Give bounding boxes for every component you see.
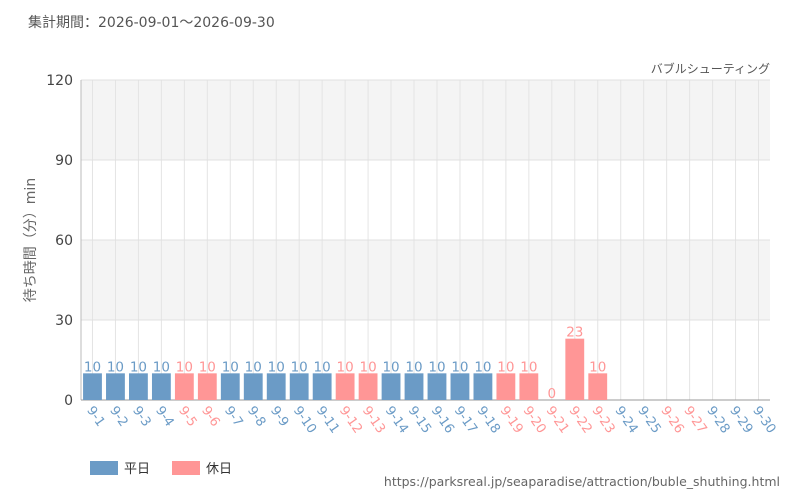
x-tick-label: 9-9 bbox=[267, 404, 291, 430]
bar bbox=[450, 373, 470, 400]
bar bbox=[106, 373, 125, 400]
x-tick-label: 9-10 bbox=[290, 404, 319, 437]
bar-value-label: 10 bbox=[291, 359, 308, 375]
x-tick-label: 9-6 bbox=[198, 404, 222, 430]
bar-value-label: 10 bbox=[84, 359, 101, 375]
source-url[interactable]: https://parksreal.jp/seaparadise/attract… bbox=[383, 474, 780, 489]
x-tick-label: 9-14 bbox=[382, 404, 411, 437]
bar bbox=[312, 373, 332, 400]
bar-value-label: 10 bbox=[520, 359, 537, 375]
bar bbox=[358, 373, 378, 400]
x-tick-label: 9-26 bbox=[657, 404, 686, 437]
bar bbox=[151, 373, 171, 400]
bar-value-label: 10 bbox=[222, 359, 239, 375]
period-label: 集計期間：2026-09-01～2026-09-30 bbox=[28, 15, 275, 31]
x-tick-label: 9-11 bbox=[313, 404, 342, 437]
y-tick-label: 30 bbox=[55, 313, 73, 329]
legend-label-weekday: 平日 bbox=[124, 462, 151, 477]
y-tick-label: 90 bbox=[55, 153, 73, 169]
bar-value-label: 10 bbox=[268, 359, 285, 375]
bar bbox=[243, 373, 263, 400]
x-tick-label: 9-2 bbox=[106, 404, 130, 430]
bar-value-label: 10 bbox=[497, 359, 514, 375]
bar bbox=[381, 373, 401, 400]
bar bbox=[565, 338, 585, 400]
x-tick-label: 9-19 bbox=[497, 404, 526, 437]
bar-value-label: 10 bbox=[428, 359, 445, 375]
bar-value-label: 10 bbox=[451, 359, 468, 375]
legend-swatch-weekday bbox=[90, 460, 118, 475]
x-tick-label: 9-3 bbox=[129, 404, 153, 430]
bar-value-label: 10 bbox=[382, 359, 399, 375]
bar bbox=[220, 373, 240, 400]
bar-value-label: 10 bbox=[107, 359, 124, 375]
x-tick-label: 9-4 bbox=[152, 404, 176, 430]
attraction-name: バブルシューティング bbox=[650, 62, 770, 76]
x-tick-label: 9-30 bbox=[749, 404, 778, 437]
bar-value-label: 10 bbox=[359, 359, 376, 375]
x-tick-label: 9-23 bbox=[588, 404, 617, 437]
x-tick-label: 9-8 bbox=[244, 404, 268, 430]
plot-band bbox=[81, 240, 770, 320]
y-axis-label: 待ち時間（分）min bbox=[23, 178, 39, 302]
x-tick-label: 9-27 bbox=[680, 404, 709, 437]
x-tick-label: 9-7 bbox=[221, 404, 245, 430]
bar-value-label: 23 bbox=[566, 325, 583, 341]
x-tick-label: 9-13 bbox=[359, 404, 388, 437]
legend-item-holiday[interactable]: 休日 bbox=[172, 458, 232, 477]
x-tick-label: 9-17 bbox=[451, 404, 480, 437]
x-tick-label: 9-12 bbox=[336, 404, 365, 437]
y-tick-label: 120 bbox=[46, 73, 73, 89]
bar bbox=[588, 373, 608, 400]
bar-value-label: 10 bbox=[245, 359, 262, 375]
x-tick-label: 9-16 bbox=[428, 404, 457, 437]
bar bbox=[404, 373, 424, 400]
x-tick-label: 9-22 bbox=[566, 404, 595, 437]
legend-swatch-holiday bbox=[172, 460, 201, 475]
x-tick-label: 9-1 bbox=[83, 404, 107, 430]
bar bbox=[335, 373, 355, 400]
bar bbox=[197, 373, 217, 400]
bar-value-label: 10 bbox=[314, 359, 331, 375]
bar-value-label: 10 bbox=[199, 359, 216, 375]
x-tick-label: 9-20 bbox=[520, 404, 549, 437]
bar bbox=[496, 373, 516, 400]
x-tick-label: 9-15 bbox=[405, 404, 434, 437]
x-tick-label: 9-29 bbox=[726, 404, 755, 437]
x-tick-label: 9-25 bbox=[634, 404, 663, 437]
plot-band bbox=[81, 320, 770, 400]
plot-band bbox=[81, 80, 770, 160]
bar bbox=[289, 373, 309, 400]
bar bbox=[519, 373, 539, 400]
legend-item-weekday[interactable]: 平日 bbox=[90, 458, 150, 477]
y-tick-label: 60 bbox=[55, 233, 73, 249]
bar bbox=[129, 373, 148, 400]
x-tick-label: 9-28 bbox=[703, 404, 732, 437]
y-tick-label: 0 bbox=[64, 393, 73, 409]
bar bbox=[266, 373, 286, 400]
plot-band bbox=[81, 160, 770, 240]
bar-value-label: 10 bbox=[405, 359, 422, 375]
bar bbox=[83, 373, 102, 400]
bar-value-label: 10 bbox=[130, 359, 147, 375]
x-tick-label: 9-18 bbox=[474, 404, 503, 437]
bar-value-label: 10 bbox=[176, 359, 193, 375]
bar-value-label: 10 bbox=[337, 359, 354, 375]
x-tick-label: 9-5 bbox=[175, 404, 199, 430]
x-tick-label: 9-21 bbox=[543, 404, 572, 437]
bar-value-label: 10 bbox=[153, 359, 170, 375]
legend-label-holiday: 休日 bbox=[206, 462, 233, 477]
bar-value-label: 0 bbox=[548, 386, 557, 402]
bar bbox=[427, 373, 447, 400]
bar bbox=[174, 373, 194, 400]
legend: 平日 休日 bbox=[90, 458, 232, 477]
bar-value-label: 10 bbox=[589, 359, 606, 375]
x-tick-label: 9-24 bbox=[611, 404, 640, 437]
bar bbox=[473, 373, 493, 400]
bar-value-label: 10 bbox=[474, 359, 491, 375]
